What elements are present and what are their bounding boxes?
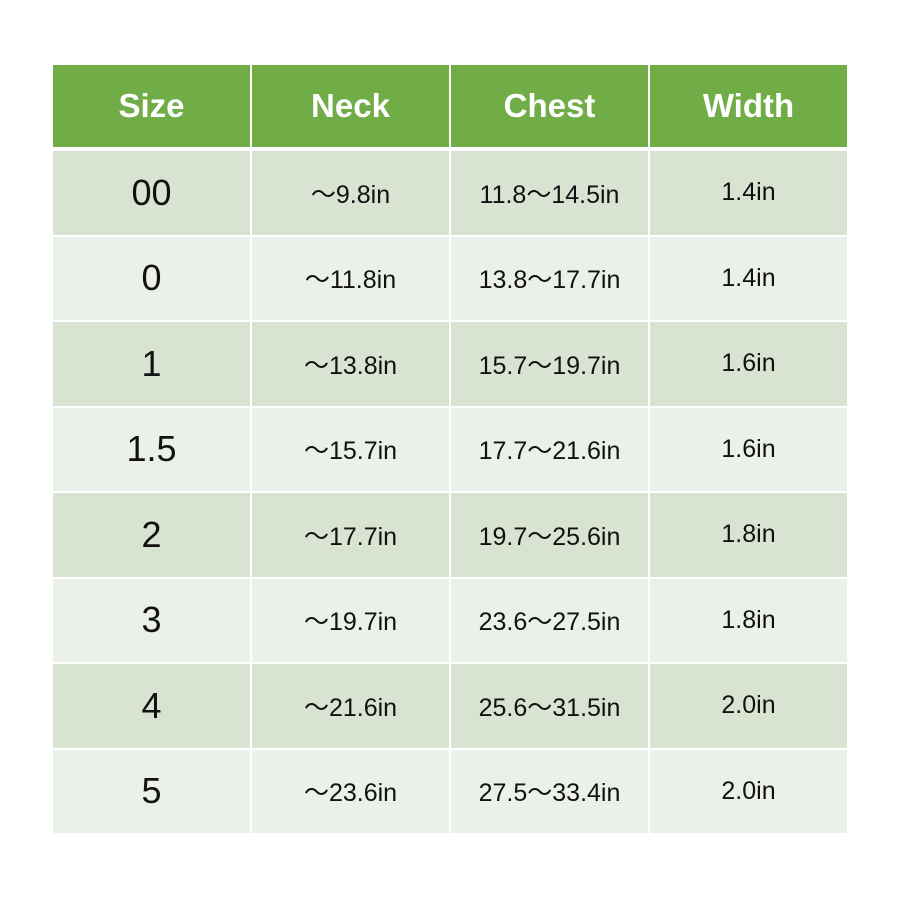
table-row: 3 ～19.7in 23.6～27.5in 1.8in: [53, 578, 847, 662]
cell-size: 5: [53, 749, 250, 833]
cell-chest: 15.7～19.7in: [451, 322, 648, 406]
cell-width: 1.8in: [650, 493, 847, 577]
cell-size: 4: [53, 664, 250, 748]
cell-neck: ～11.8in: [252, 236, 449, 320]
cell-chest: 27.5～33.4in: [451, 749, 648, 833]
cell-width: 2.0in: [650, 664, 847, 748]
cell-size: 1.5: [53, 407, 250, 491]
cell-neck: ～17.7in: [252, 493, 449, 577]
table-row: 5 ～23.6in 27.5～33.4in 2.0in: [53, 749, 847, 833]
cell-neck: ～21.6in: [252, 664, 449, 748]
cell-chest: 13.8～17.7in: [451, 236, 648, 320]
cell-width: 2.0in: [650, 749, 847, 833]
cell-neck: ～9.8in: [252, 151, 449, 235]
table-row: 4 ～21.6in 25.6～31.5in 2.0in: [53, 664, 847, 748]
cell-width: 1.8in: [650, 578, 847, 662]
cell-size: 3: [53, 578, 250, 662]
cell-width: 1.4in: [650, 151, 847, 235]
cell-neck: ～13.8in: [252, 322, 449, 406]
table-body: 00 ～9.8in 11.8～14.5in 1.4in 0 ～11.8in 13.8～17.…: [53, 151, 847, 833]
table-row: 0 ～11.8in 13.8～17.7in 1.4in: [53, 236, 847, 320]
header-row: Size Neck Chest Width: [53, 65, 847, 147]
cell-chest: 19.7～25.6in: [451, 493, 648, 577]
cell-neck: ～19.7in: [252, 578, 449, 662]
cell-size: 1: [53, 322, 250, 406]
header-neck: Neck: [252, 65, 449, 147]
cell-size: 2: [53, 493, 250, 577]
cell-size: 0: [53, 236, 250, 320]
cell-chest: 23.6～27.5in: [451, 578, 648, 662]
cell-chest: 17.7～21.6in: [451, 407, 648, 491]
table-row: 2 ～17.7in 19.7～25.6in 1.8in: [53, 493, 847, 577]
cell-chest: 25.6～31.5in: [451, 664, 648, 748]
header-chest: Chest: [451, 65, 648, 147]
header-size: Size: [53, 65, 250, 147]
cell-width: 1.6in: [650, 322, 847, 406]
table-row: 00 ～9.8in 11.8～14.5in 1.4in: [53, 151, 847, 235]
size-chart-table: Size Neck Chest Width 00 ～9.8in 11.8～14.5i…: [53, 65, 847, 835]
table-row: 1 ～13.8in 15.7～19.7in 1.6in: [53, 322, 847, 406]
cell-size: 00: [53, 151, 250, 235]
cell-neck: ～23.6in: [252, 749, 449, 833]
cell-neck: ～15.7in: [252, 407, 449, 491]
cell-width: 1.4in: [650, 236, 847, 320]
table-row: 1.5 ～15.7in 17.7～21.6in 1.6in: [53, 407, 847, 491]
cell-chest: 11.8～14.5in: [451, 151, 648, 235]
cell-width: 1.6in: [650, 407, 847, 491]
header-width: Width: [650, 65, 847, 147]
